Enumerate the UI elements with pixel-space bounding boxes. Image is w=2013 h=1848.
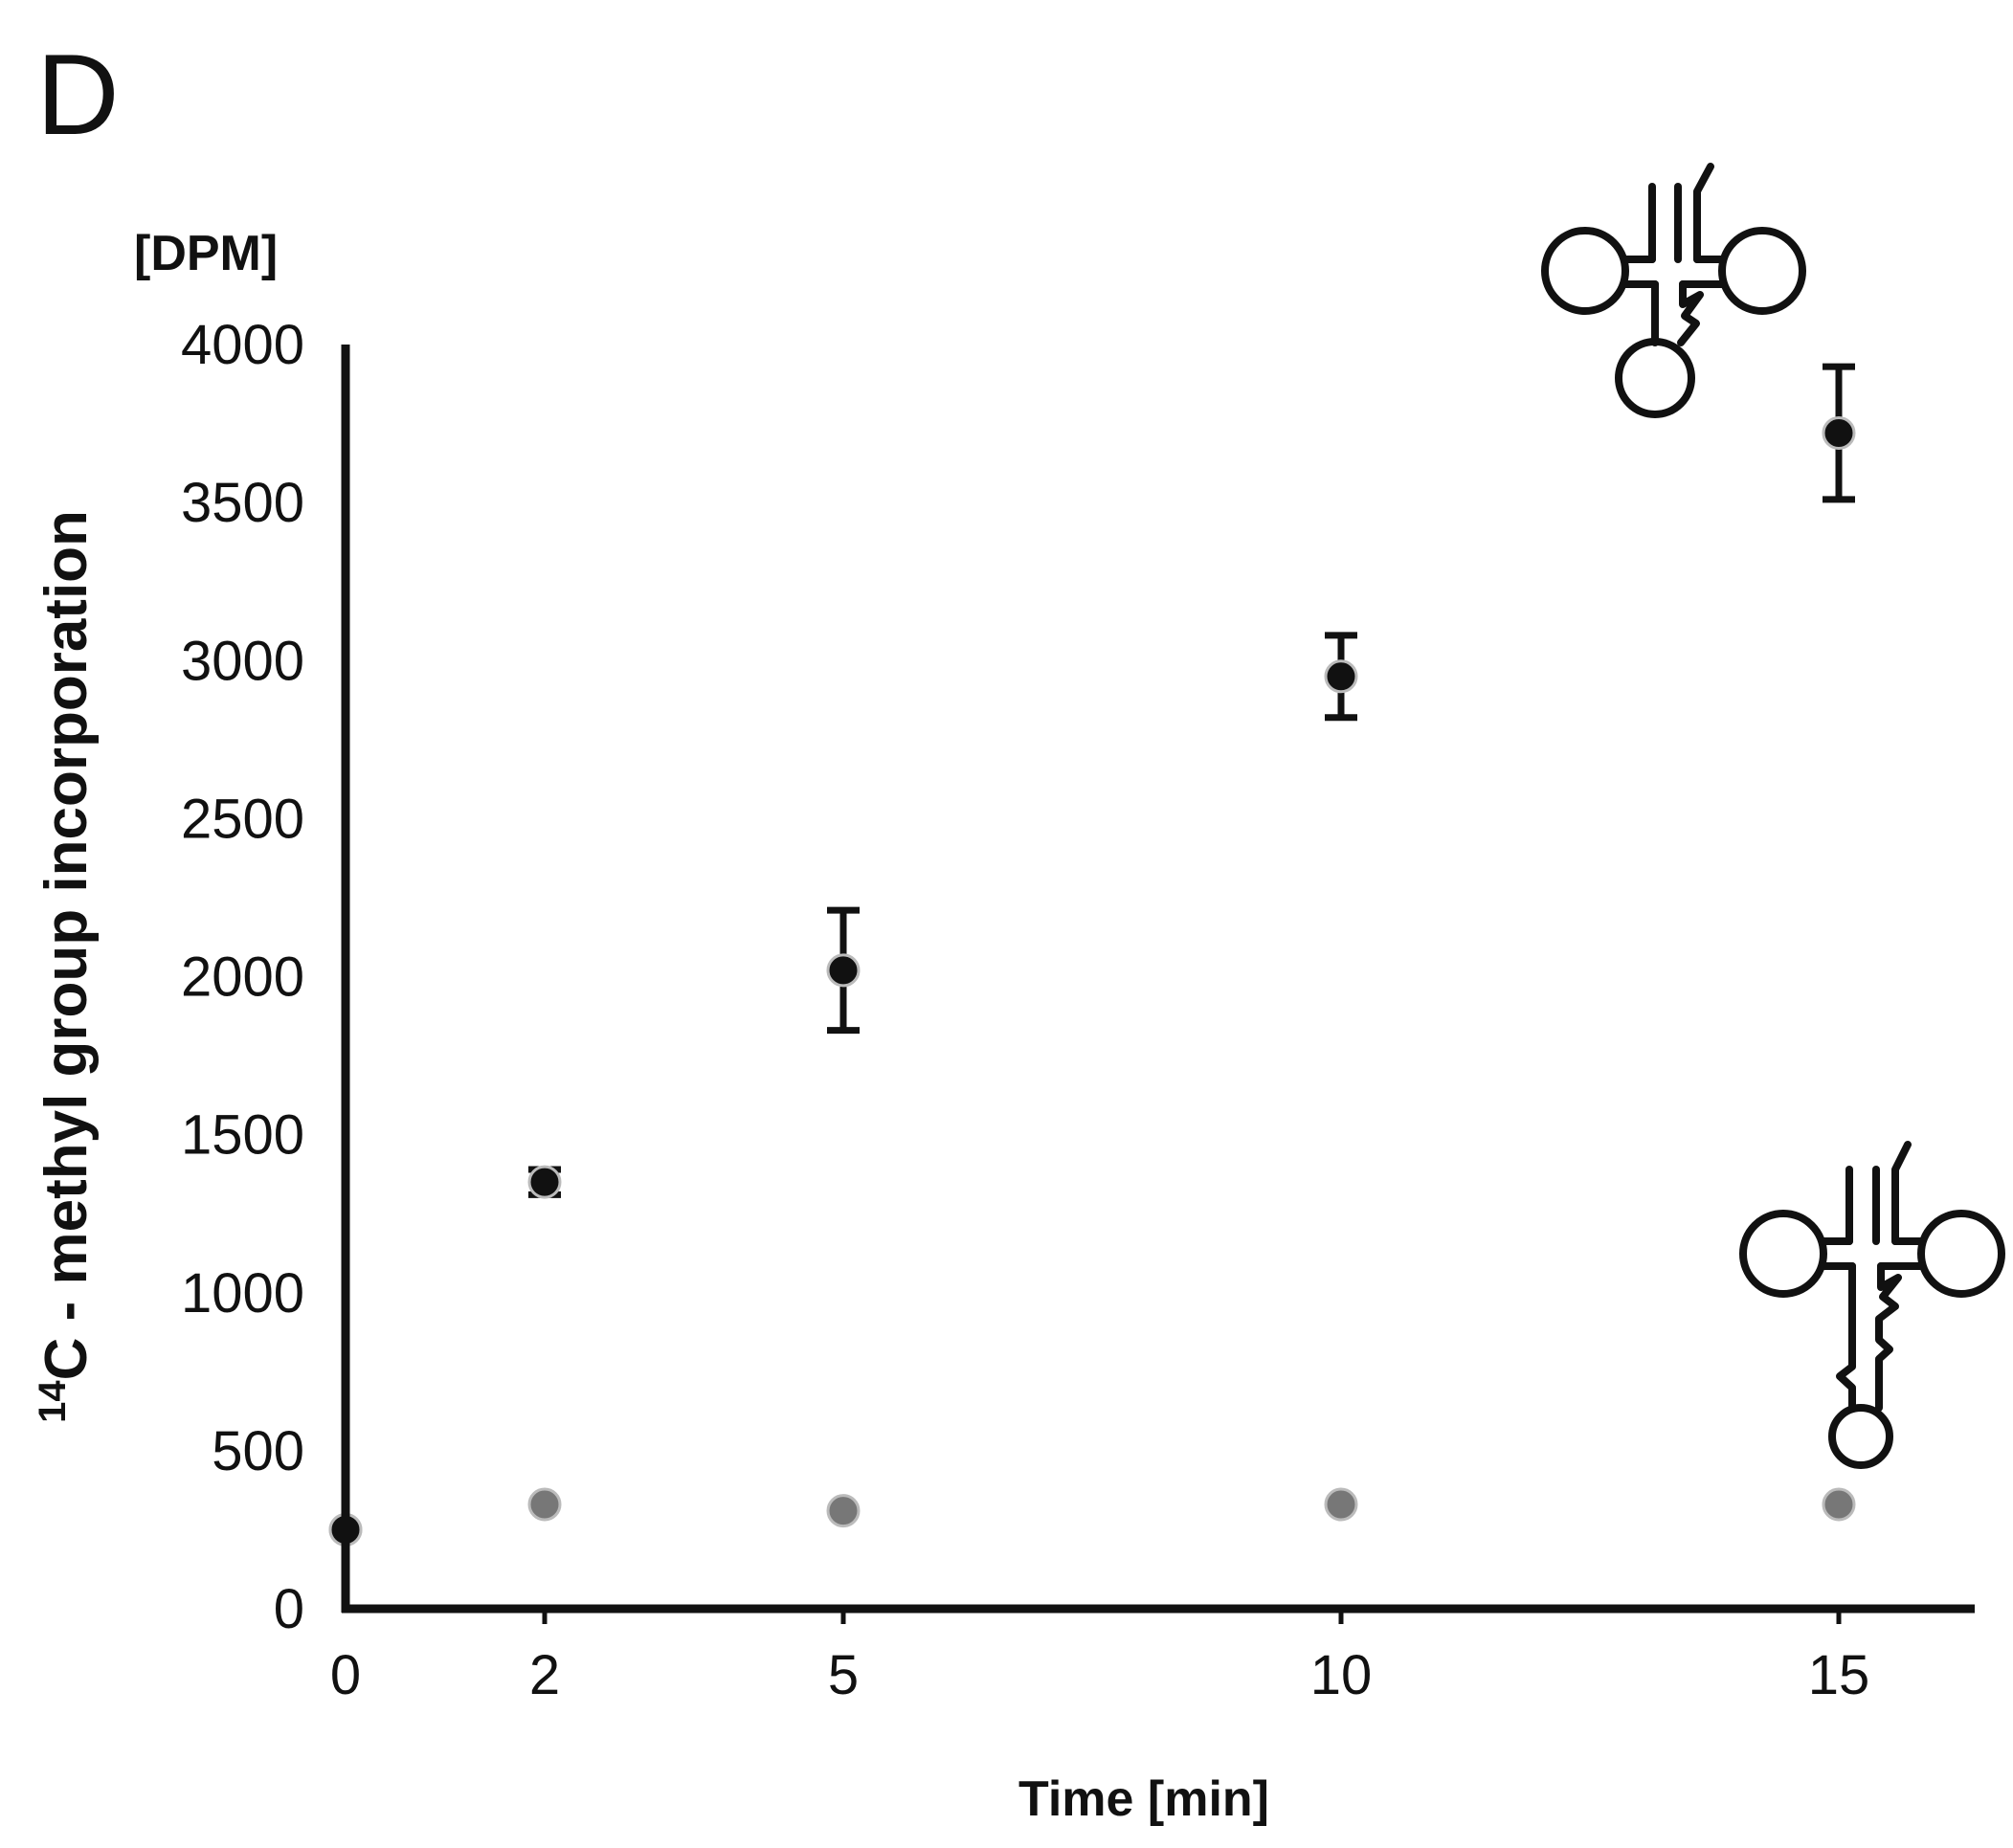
x-tick-label: 0 bbox=[330, 1644, 361, 1706]
x-tick-label: 10 bbox=[1310, 1644, 1373, 1706]
data-point bbox=[826, 1494, 861, 1528]
x-tick-label: 2 bbox=[529, 1644, 560, 1706]
data-point bbox=[826, 953, 861, 988]
y-tick-label: 2000 bbox=[181, 946, 304, 1009]
data-point bbox=[1324, 659, 1358, 694]
y-axis-label-superscript: 14 bbox=[32, 1380, 74, 1423]
y-tick-label: 2500 bbox=[181, 788, 304, 850]
data-point bbox=[527, 1487, 562, 1522]
y-tick-label: 3000 bbox=[181, 630, 304, 692]
y-tick-label: 1500 bbox=[181, 1104, 304, 1167]
y-tick-labels: 0 500 1000 1500 2000 2500 3000 3500 4000 bbox=[181, 314, 304, 1640]
y-axis-label: 14C - methyl group incorporation bbox=[32, 510, 100, 1423]
data-point bbox=[1822, 1487, 1856, 1522]
trna-extended-stem-icon bbox=[1739, 1141, 2005, 1469]
y-unit-label: [DPM] bbox=[134, 226, 278, 281]
x-tick-label: 15 bbox=[1808, 1644, 1870, 1706]
x-axis-label: Time [min] bbox=[1018, 1771, 1269, 1827]
y-tick-label: 1000 bbox=[181, 1262, 304, 1325]
x-tick-labels: 0 2 5 10 15 bbox=[330, 1609, 1869, 1706]
y-tick-label: 0 bbox=[274, 1578, 304, 1640]
data-point bbox=[1822, 415, 1856, 450]
trna-cloverleaf-icon bbox=[1541, 163, 1806, 418]
data-point bbox=[527, 1165, 562, 1199]
y-tick-label: 500 bbox=[212, 1420, 304, 1482]
y-tick-label: 4000 bbox=[181, 314, 304, 376]
data-marks bbox=[328, 363, 1856, 1547]
data-point bbox=[1324, 1487, 1358, 1522]
y-tick-label: 3500 bbox=[181, 472, 304, 534]
y-axis-label-text: C - methyl group incorporation bbox=[34, 510, 100, 1380]
panel-label: D bbox=[36, 31, 120, 159]
x-tick-label: 5 bbox=[828, 1644, 859, 1706]
